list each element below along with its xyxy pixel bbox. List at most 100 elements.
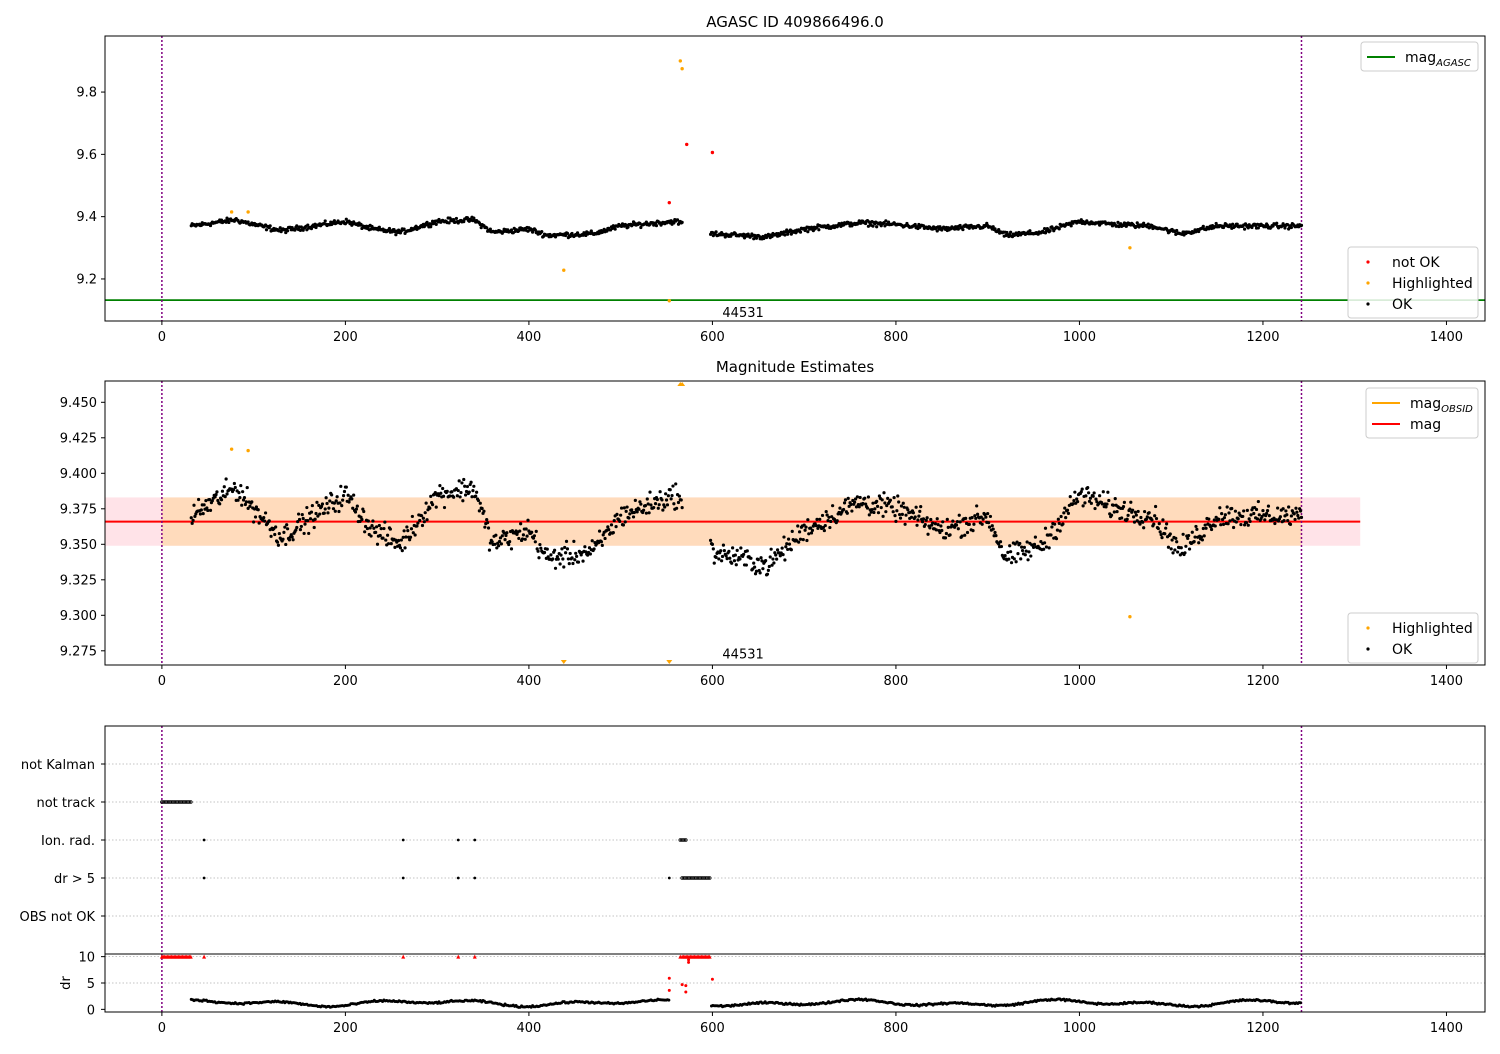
- dr-xtick-label: 600: [700, 1021, 725, 1036]
- mag-est-ok-point: [1113, 497, 1117, 501]
- mag-est-ok-point: [1092, 491, 1096, 495]
- mag-est-ok-point: [845, 511, 849, 515]
- mag-est-ok-point: [846, 496, 850, 500]
- mag-est-ok-point: [894, 519, 898, 524]
- mag-est-ok-point: [318, 512, 322, 516]
- mag-est-ok-point: [1252, 511, 1256, 516]
- mag-est-ok-point: [901, 501, 905, 505]
- mag-est-ok-point: [630, 508, 634, 512]
- mag-est-ok-point: [1163, 532, 1167, 536]
- mag-est-ok-point: [503, 538, 507, 542]
- mag-est-ok-point: [518, 529, 522, 533]
- mag-est-ok-point: [782, 535, 786, 539]
- mag-est-ok-point: [1153, 504, 1158, 509]
- mag-est-ok-point: [237, 491, 241, 495]
- flags-row-label: not track: [36, 796, 95, 811]
- mag-est-ok-point: [433, 491, 437, 495]
- mag-est-ok-point: [987, 521, 991, 525]
- mag-est-ok-point: [941, 520, 945, 524]
- mag-est-ok-point: [760, 559, 764, 563]
- mag-est-ok-point: [486, 521, 490, 525]
- agasc-ok-point: [447, 221, 451, 225]
- mag-est-ok-point: [534, 529, 538, 533]
- mag-est-ok-point: [416, 521, 420, 525]
- mag-est-ok-point: [1245, 508, 1249, 513]
- dr-not-ok-point: [667, 976, 671, 980]
- mag-est-ok-point: [393, 545, 397, 549]
- mag-est-ok-point: [710, 542, 715, 546]
- mag-est-ok-point: [560, 547, 564, 551]
- mag-est-ok-point: [425, 518, 429, 522]
- flags-row-label: not Kalman: [21, 758, 95, 773]
- mag-est-ok-point: [322, 511, 326, 515]
- mag-est-ok-point: [480, 506, 484, 511]
- mag-est-ok-point: [275, 540, 280, 544]
- agasc-ok-point: [1057, 227, 1061, 231]
- mag-est-ok-point: [823, 523, 827, 528]
- agasc-highlighted-point: [678, 59, 683, 63]
- mag-est-ok-point: [1057, 521, 1061, 526]
- mag-est-ok-point: [1007, 557, 1011, 561]
- mag-est-ok-point: [911, 511, 915, 515]
- mag-est-ok-point: [325, 501, 329, 506]
- mag-est-ok-point: [670, 493, 674, 498]
- mag-est-ok-point: [276, 543, 281, 547]
- mag-est-ok-point: [302, 531, 306, 536]
- mag-est-ok-point: [362, 509, 366, 514]
- mag-est-ok-point: [339, 484, 343, 488]
- mag-est-ok-point: [351, 506, 355, 510]
- mag-est-ok-point: [1014, 560, 1018, 564]
- agasc-ok-point: [913, 222, 917, 227]
- mag-est-ok-point: [482, 509, 486, 513]
- mag-est-ok-point: [945, 517, 949, 521]
- mag-est-ok-point: [975, 504, 979, 508]
- mag-est-ytick-label: 9.425: [60, 431, 97, 446]
- mag-est-ok-point: [990, 524, 994, 528]
- mag-est-ok-point: [815, 517, 819, 521]
- mag-est-ok-point: [639, 502, 643, 506]
- dr-ok-point: [667, 998, 671, 1002]
- mag-est-ok-point: [1174, 536, 1178, 540]
- mag-est-ok-point: [1207, 517, 1211, 521]
- agasc-ok-point: [1286, 223, 1290, 227]
- mag-est-ok-point: [916, 518, 920, 522]
- mag-est-ok-point: [471, 489, 475, 493]
- mag-est-ok-point: [796, 524, 800, 528]
- mag-est-ok-point: [1295, 510, 1299, 514]
- mag-est-ok-point: [493, 542, 497, 546]
- mag-est-ok-point: [342, 489, 347, 494]
- mag-est-ok-point: [1202, 534, 1206, 538]
- mag-est-ok-point: [1236, 517, 1240, 521]
- mag-est-offscale-low-marker: [560, 660, 567, 664]
- mag-est-ok-point: [780, 546, 784, 550]
- mag-est-ok-point: [727, 549, 731, 553]
- mag-est-ok-point: [250, 500, 254, 504]
- mag-est-ok-point: [1128, 507, 1132, 511]
- mag-est-ok-point: [658, 490, 662, 494]
- mag-est-ok-point: [294, 528, 298, 532]
- mag-est-ok-point: [655, 497, 659, 502]
- mag-est-ok-point: [1134, 513, 1138, 517]
- mag-est-ok-point: [1246, 523, 1250, 527]
- mag-est-ok-point: [570, 556, 574, 560]
- mag-est-ok-point: [497, 544, 501, 548]
- mag-est-ok-point: [657, 503, 661, 507]
- mag-est-ok-point: [967, 522, 971, 526]
- mag-est-ok-point: [1179, 546, 1183, 550]
- mag-est-ok-point: [1009, 550, 1013, 554]
- mag-est-ok-point: [998, 540, 1003, 544]
- mag-est-ok-point: [712, 561, 716, 565]
- mag-est-ok-point: [804, 525, 808, 529]
- mag-est-ok-point: [1107, 498, 1111, 503]
- mag-est-ok-point: [653, 502, 658, 506]
- flags-flag-point: [401, 838, 405, 842]
- mag-est-ok-point: [957, 513, 961, 517]
- mag-est-ok-point: [1159, 533, 1163, 537]
- mag-est-ok-point: [913, 515, 917, 519]
- mag-est-ok-point: [764, 559, 768, 563]
- dr-ytick-label: 5: [87, 977, 95, 992]
- flags-flag-point: [401, 876, 405, 880]
- mag-est-ok-point: [829, 519, 833, 524]
- flags-row-label: Ion. rad.: [41, 834, 95, 849]
- mag-est-ok-point: [1175, 540, 1179, 544]
